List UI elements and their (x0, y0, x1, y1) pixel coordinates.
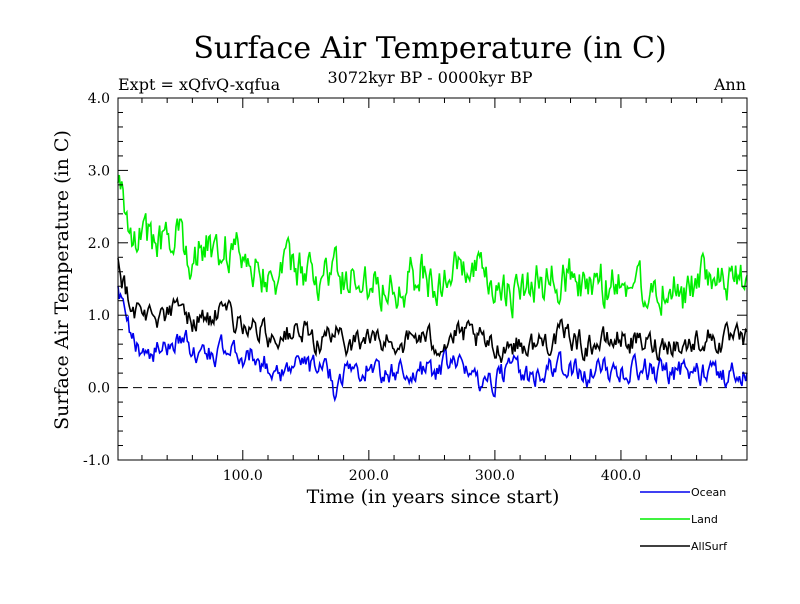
chart-subtitle: 3072kyr BP - 0000kyr BP (328, 68, 533, 87)
y-tick-label: 4.0 (88, 91, 110, 107)
x-tick-label: 200.0 (349, 468, 389, 484)
y-tick-label: 2.0 (88, 236, 110, 252)
y-tick-label: 3.0 (88, 163, 110, 179)
series-line-ocean (117, 285, 748, 403)
legend-label-allsurf: AllSurf (691, 540, 728, 553)
x-tick-label: 300.0 (475, 468, 515, 484)
x-axis-label: Time (in years since start) (307, 486, 560, 508)
y-axis-label: Surface Air Temperature (in C) (51, 130, 73, 430)
legend-label-land: Land (691, 513, 718, 526)
season-label: Ann (713, 75, 746, 94)
legend-label-ocean: Ocean (691, 486, 726, 499)
plot-frame (117, 97, 748, 461)
y-tick-label: -1.0 (83, 453, 110, 469)
y-tick-label: 1.0 (88, 308, 110, 324)
legend: Ocean Land AllSurf (640, 486, 728, 553)
series-line-land (117, 174, 748, 319)
expt-label: Expt = xQfvQ-xqfua (118, 75, 281, 94)
x-tick-label: 100.0 (223, 468, 263, 484)
y-tick-label: 0.0 (88, 381, 110, 397)
chart-title: Surface Air Temperature (in C) (193, 31, 666, 66)
series-line-allsurf (117, 258, 748, 363)
x-tick-label: 400.0 (601, 468, 641, 484)
